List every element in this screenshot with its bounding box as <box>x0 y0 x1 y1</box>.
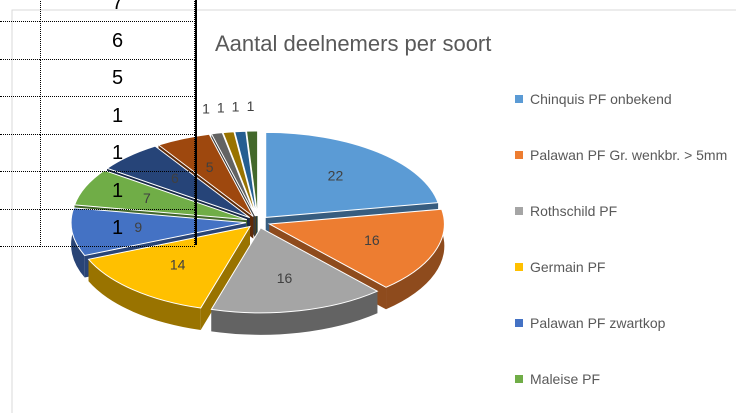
table-cell <box>0 135 40 172</box>
legend-label: Maleise PF <box>530 371 601 387</box>
table-cell: 6 <box>40 22 195 60</box>
data-label: 16 <box>277 270 293 286</box>
table-cell: 1 <box>40 97 195 135</box>
table-cell <box>0 23 40 60</box>
slice-top <box>245 130 259 217</box>
table-cell <box>0 60 40 97</box>
data-label: 1 <box>247 98 255 114</box>
pie-slice <box>210 227 379 335</box>
data-label: 5 <box>206 159 214 175</box>
slice-top <box>87 225 252 309</box>
table-cell: 1 <box>40 172 195 210</box>
slice-top <box>157 133 254 217</box>
table-cell: 5 <box>40 60 195 97</box>
slice-top <box>73 169 248 221</box>
slice-top <box>210 132 256 217</box>
legend-label: Chinquis PF onbekend <box>530 91 672 107</box>
slice-top <box>222 131 257 217</box>
legend-swatch <box>515 375 523 383</box>
table-border <box>195 0 197 245</box>
data-label: 1 <box>217 99 225 115</box>
data-label: 9 <box>134 219 142 235</box>
data-label: 1 <box>202 101 210 117</box>
legend-swatch <box>515 207 523 215</box>
legend-label: Rothschild PF <box>530 203 618 219</box>
legend-label: Palawan PF zwartkop <box>530 315 666 331</box>
table-cell: 7 <box>40 0 195 22</box>
slice-top <box>210 227 379 314</box>
slice-side <box>211 291 378 335</box>
slice-top <box>106 145 251 219</box>
slice-side <box>386 209 445 310</box>
data-label: 1 <box>232 98 240 114</box>
data-label: 22 <box>328 168 344 184</box>
legend-label: Germain PF <box>530 259 606 275</box>
slice-top <box>265 131 439 218</box>
data-label: 7 <box>143 190 151 206</box>
pie-slice <box>87 225 252 331</box>
chart-title: Aantal deelnemers per soort <box>215 31 491 56</box>
legend-swatch <box>515 95 523 103</box>
slice-side <box>71 207 85 278</box>
table-cell <box>0 210 40 247</box>
table-cell: 1 <box>40 135 195 172</box>
slice-top <box>234 130 258 217</box>
slice-top <box>267 208 445 288</box>
legend-swatch <box>515 151 523 159</box>
table-cell <box>0 98 40 135</box>
table-cell <box>0 173 40 210</box>
data-label: 14 <box>170 256 186 272</box>
data-label: 16 <box>364 232 380 248</box>
slice-wall <box>200 226 250 331</box>
legend-swatch <box>515 319 523 327</box>
legend-swatch <box>515 263 523 271</box>
slice-top <box>70 207 247 257</box>
data-label: 6 <box>171 170 179 186</box>
table-cell <box>0 0 40 22</box>
table-cell: 1 <box>40 210 195 247</box>
legend-label: Palawan PF Gr. wenkbr. > 5mm <box>530 147 728 163</box>
